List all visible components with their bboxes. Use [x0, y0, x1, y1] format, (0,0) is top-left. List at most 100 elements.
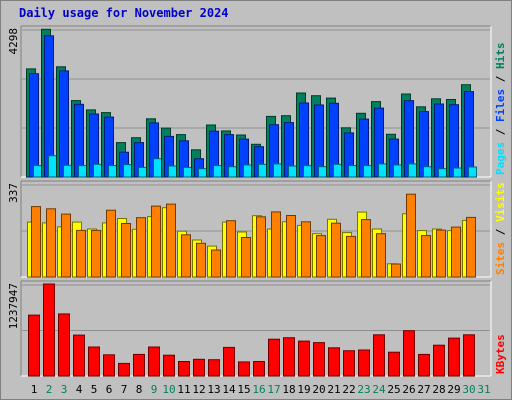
bar-sites-day-2: [46, 208, 56, 278]
bar-sites-day-26: [406, 193, 416, 278]
x-tick-label-14: 14: [222, 383, 236, 396]
bar-pages-day-26: [408, 163, 417, 178]
x-tick-label-21: 21: [327, 383, 340, 396]
bar-sites-day-18: [286, 215, 296, 278]
bar-sites-day-10: [166, 203, 176, 278]
panel-kbytes: 1237947 KBytes: [7, 280, 507, 377]
bar-pages-day-14: [228, 166, 237, 178]
bar-pages-day-3: [63, 164, 72, 178]
x-tick-label-13: 13: [207, 383, 220, 396]
bar-sites-day-29: [451, 226, 461, 278]
bar-sites-day-1: [31, 206, 41, 278]
bar-pages-day-7: [123, 164, 132, 178]
bar-kbytes-day-3: [58, 313, 70, 377]
bar-sites-day-17: [271, 211, 281, 278]
chart-title: Daily usage for November 2024: [19, 6, 229, 20]
x-tick-label-10: 10: [162, 383, 175, 396]
bar-sites-day-19: [301, 221, 311, 278]
legend-separator: /: [494, 222, 507, 242]
bar-pages-day-4: [78, 165, 87, 178]
x-tick-label-2: 2: [46, 383, 53, 396]
bar-sites-day-4: [76, 229, 86, 278]
bar-sites-day-23: [361, 219, 371, 278]
x-tick-label-5: 5: [91, 383, 98, 396]
x-tick-label-8: 8: [136, 383, 143, 396]
bar-kbytes-day-25: [388, 351, 400, 377]
bar-kbytes-day-6: [103, 354, 115, 377]
bar-pages-day-6: [108, 165, 117, 178]
bar-sites-day-12: [196, 242, 206, 278]
x-tick-label-24: 24: [372, 383, 386, 396]
bar-pages-day-9: [153, 158, 162, 178]
x-tick-label-20: 20: [312, 383, 325, 396]
bar-kbytes-day-13: [208, 359, 220, 377]
bar-pages-day-19: [303, 165, 312, 178]
bar-pages-day-13: [213, 165, 222, 178]
bar-kbytes-day-22: [343, 350, 355, 377]
bar-sites-day-14: [226, 220, 236, 278]
x-tick-label-18: 18: [282, 383, 295, 396]
bar-pages-day-30: [468, 166, 477, 178]
legend: Pages / Files / Hits: [494, 43, 507, 176]
bar-files-day-29: [449, 104, 459, 178]
bar-sites-day-20: [316, 235, 326, 278]
x-tick-label-17: 17: [267, 383, 280, 396]
bar-kbytes-day-8: [133, 353, 145, 377]
bar-kbytes-day-24: [373, 334, 385, 377]
bar-pages-day-21: [333, 163, 342, 178]
bar-sites-day-11: [181, 234, 191, 278]
legend-visits: Visits: [494, 182, 507, 222]
bar-sites-day-30: [466, 216, 476, 278]
bar-kbytes-day-2: [43, 283, 55, 377]
x-tick-label-15: 15: [237, 383, 250, 396]
legend-pages: Pages: [494, 142, 507, 175]
bar-kbytes-day-5: [88, 346, 100, 377]
x-tick-label-1: 1: [31, 383, 38, 396]
bar-sites-day-5: [91, 229, 101, 278]
bar-files-day-1: [29, 73, 39, 178]
bar-kbytes-day-26: [403, 330, 415, 377]
bar-kbytes-day-15: [238, 361, 250, 377]
bar-pages-day-2: [48, 155, 57, 178]
legend-hits: Hits: [494, 43, 507, 70]
bar-pages-day-1: [33, 165, 42, 178]
x-tick-label-27: 27: [417, 383, 430, 396]
bar-sites-day-24: [376, 233, 386, 278]
bar-sites-day-3: [61, 213, 71, 278]
bar-kbytes-day-7: [118, 362, 130, 377]
bar-sites-day-7: [121, 223, 131, 278]
x-tick-label-31: 31: [477, 383, 490, 396]
bar-kbytes-day-18: [283, 337, 295, 377]
bar-pages-day-25: [393, 164, 402, 178]
bar-sites-day-21: [331, 222, 341, 278]
bar-pages-day-17: [273, 163, 282, 178]
bar-kbytes-day-14: [223, 346, 235, 377]
bar-kbytes-day-21: [328, 347, 340, 377]
bar-pages-day-20: [318, 166, 327, 178]
bar-pages-day-22: [348, 165, 357, 178]
bar-sites-day-16: [256, 216, 266, 278]
legend-files: Files: [494, 89, 507, 122]
bar-sites-day-28: [436, 229, 446, 278]
bar-sites-day-15: [241, 237, 251, 278]
bar-pages-day-11: [183, 166, 192, 178]
x-tick-label-6: 6: [106, 383, 113, 396]
bar-pages-day-8: [138, 166, 147, 178]
x-tick-label-30: 30: [462, 383, 475, 396]
x-tick-label-9: 9: [151, 383, 158, 396]
legend-separator: /: [494, 69, 507, 89]
panel-visits-sites: 337 Sites / Visits: [7, 180, 507, 278]
bar-pages-day-27: [423, 166, 432, 178]
x-tick-label-16: 16: [252, 383, 265, 396]
bar-sites-day-27: [421, 235, 431, 278]
x-tick-label-11: 11: [177, 383, 190, 396]
bar-kbytes-day-10: [163, 354, 175, 377]
y-max-label: 337: [7, 183, 20, 203]
bar-pages-day-29: [453, 167, 462, 178]
panel-hits-files-pages: 4298 Pages / Files / Hits: [7, 25, 507, 178]
bar-kbytes-day-12: [193, 358, 205, 377]
bar-sites-day-8: [136, 217, 146, 278]
bar-pages-day-12: [198, 168, 207, 178]
legend: Sites / Visits: [494, 182, 507, 275]
